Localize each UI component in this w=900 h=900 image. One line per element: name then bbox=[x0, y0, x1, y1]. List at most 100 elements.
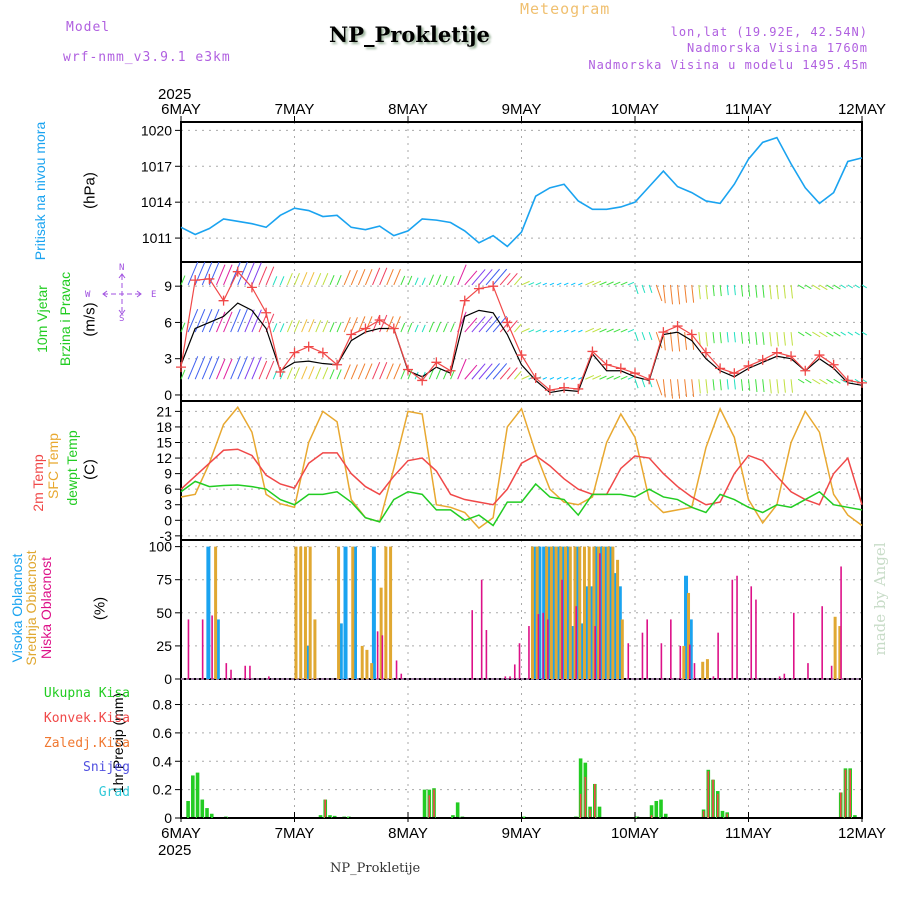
cloud-bar-high bbox=[579, 623, 584, 679]
wind-arrow bbox=[435, 274, 442, 286]
total-rain-bar bbox=[209, 813, 214, 818]
cloud-bar-low bbox=[679, 645, 682, 679]
wind-arrow bbox=[740, 284, 744, 297]
wind-gust-marker bbox=[686, 329, 697, 340]
y-tick-label: 6 bbox=[164, 481, 172, 497]
total-rain-bar bbox=[659, 799, 663, 818]
y-tick-label: 6 bbox=[164, 314, 172, 330]
cloud-bar-low bbox=[717, 632, 719, 679]
cloud-bar-low bbox=[211, 615, 213, 679]
wind-arrow bbox=[705, 332, 708, 347]
cloud-bar-mid bbox=[687, 592, 691, 679]
wind-gust-marker bbox=[488, 281, 499, 292]
wind-arrow bbox=[315, 320, 322, 333]
wind-arrow bbox=[279, 323, 285, 333]
y-tick-label: 0.4 bbox=[153, 753, 173, 769]
wind-gust-marker bbox=[800, 365, 811, 376]
convective-rain-bar bbox=[716, 793, 719, 818]
cloud-bar-low bbox=[268, 676, 270, 679]
wind-arrow bbox=[372, 267, 381, 286]
y-tick-label: 0.2 bbox=[153, 782, 173, 798]
cloud-bar-low bbox=[381, 635, 384, 679]
year-label-bottom: 2025 bbox=[158, 842, 191, 859]
cloud-bar-mid bbox=[299, 546, 303, 679]
y-tick-label: 1011 bbox=[142, 230, 172, 246]
wind-arrow bbox=[549, 376, 555, 380]
wind-arrow bbox=[662, 379, 666, 398]
cloud-bar-mid bbox=[568, 546, 572, 679]
wind-arrow bbox=[733, 379, 736, 390]
cloud-bar-mid bbox=[573, 546, 577, 679]
wind-arrow bbox=[705, 284, 708, 300]
wind-arrow bbox=[826, 378, 834, 384]
wind-arrow bbox=[556, 329, 562, 333]
wind-arrow bbox=[748, 332, 751, 344]
legend-freezing-rain: Zaledj.Kisa bbox=[43, 736, 130, 751]
cloud-bar-low bbox=[249, 665, 251, 679]
compass-south: S bbox=[119, 314, 125, 324]
wind-arrow bbox=[762, 379, 765, 393]
convective-rain-bar bbox=[844, 769, 847, 818]
cloud-bar-low bbox=[395, 660, 398, 679]
cloud-bar-mid bbox=[701, 661, 705, 679]
total-rain-bar bbox=[422, 789, 427, 818]
wind-arrow bbox=[428, 274, 435, 286]
wind-arrow bbox=[308, 271, 315, 286]
compass-east: E bbox=[151, 290, 157, 300]
wind-gust-marker bbox=[445, 365, 456, 376]
wind-arrow bbox=[790, 379, 793, 393]
wind-arrow bbox=[379, 267, 388, 286]
y-tick-label: 1020 bbox=[141, 122, 172, 138]
wind-arrow bbox=[294, 320, 300, 333]
wind-arrow bbox=[443, 275, 448, 286]
x-tick-label-bottom: 8MAY bbox=[388, 825, 428, 842]
cloud-bar-mid bbox=[545, 546, 549, 679]
wind-arrow bbox=[698, 332, 701, 347]
x-tick-label-top: 12MAY bbox=[838, 101, 886, 118]
wind-arrow bbox=[826, 331, 834, 337]
x-tick-label-top: 11MAY bbox=[725, 101, 772, 118]
wind-arrow bbox=[457, 264, 467, 286]
cloud-bar-low bbox=[840, 566, 842, 679]
wind-arrow bbox=[499, 272, 511, 286]
model-label: Model bbox=[66, 20, 111, 35]
wind-arrow bbox=[357, 269, 366, 286]
x-tick-label-top: 6MAY bbox=[161, 101, 201, 118]
wind-arrow bbox=[684, 379, 688, 398]
wind-arrow bbox=[563, 329, 569, 333]
wind-gust-marker bbox=[573, 383, 584, 394]
wind-arrow bbox=[286, 320, 293, 333]
wind-arrow bbox=[499, 367, 511, 380]
convective-rain-bar bbox=[579, 793, 582, 818]
wind-arrow bbox=[634, 331, 639, 342]
cloud-bar-high bbox=[551, 546, 556, 679]
wind-arrow bbox=[315, 367, 322, 380]
wind-arrow bbox=[542, 376, 548, 380]
wind-arrow bbox=[563, 376, 569, 380]
cloud-bar-low bbox=[670, 619, 672, 679]
cloud-bar-mid bbox=[337, 546, 341, 679]
y-tick-label: 18 bbox=[156, 419, 172, 435]
wind-arrow bbox=[414, 324, 419, 333]
cloud-bar-mid bbox=[606, 546, 610, 679]
cloud-bar-low bbox=[187, 619, 190, 679]
y-tick-label: 15 bbox=[156, 434, 172, 450]
wind-arrow bbox=[549, 282, 555, 286]
wind-compass: N W E S bbox=[83, 263, 161, 324]
wind-arrow bbox=[230, 308, 241, 333]
wind-arrow bbox=[542, 329, 548, 333]
wind-arrow bbox=[294, 367, 300, 380]
total-rain-bar bbox=[455, 802, 460, 818]
meteogram-subtitle: Meteogram bbox=[520, 0, 611, 18]
wind-arrow bbox=[819, 331, 828, 338]
wind-arrow bbox=[691, 284, 695, 303]
convective-rain-bar bbox=[650, 815, 653, 818]
wind-arrow bbox=[386, 269, 394, 286]
wind-arrow bbox=[506, 272, 518, 286]
wind-arrow bbox=[585, 280, 595, 286]
wind-arrow bbox=[265, 313, 275, 333]
cloud-bar-mid bbox=[308, 546, 312, 679]
cloud-bar-mid bbox=[564, 546, 568, 679]
y-tick-label: 0.6 bbox=[153, 725, 173, 741]
wind-gust-marker bbox=[459, 295, 470, 306]
